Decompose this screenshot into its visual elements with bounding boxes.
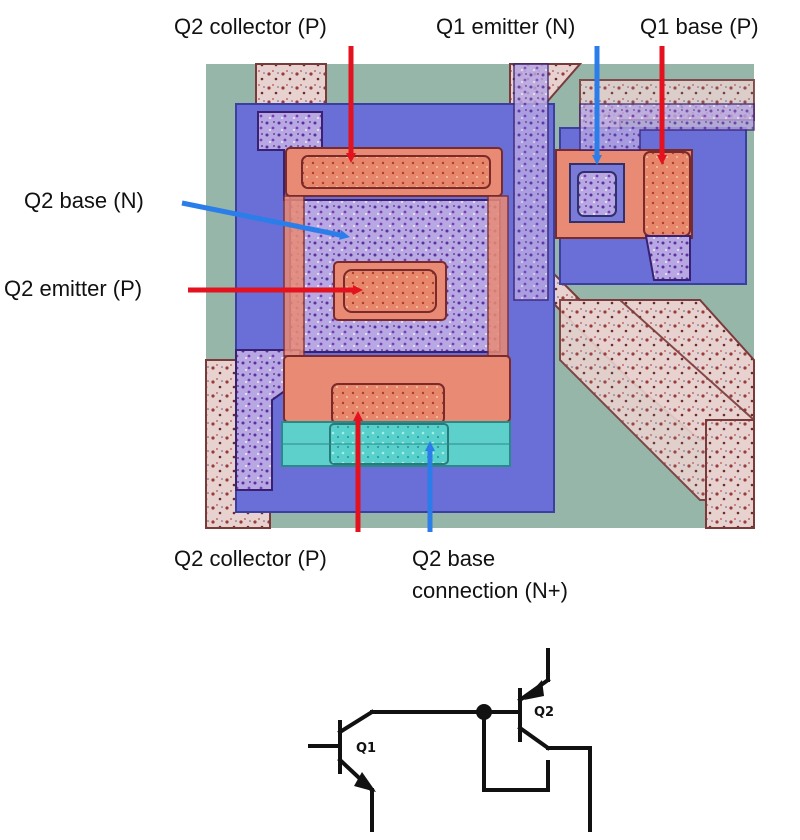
label-q1-base: Q1 base (P)	[640, 14, 759, 39]
label-q2-emitter: Q2 emitter (P)	[4, 276, 143, 301]
label-q2-base-connection-line1: Q2 base	[412, 546, 496, 571]
label-q2-base-connection-line2: connection (N+)	[412, 578, 568, 603]
arrow-q2-base	[181, 200, 350, 240]
label-q2-collector-bottom: Q2 collector (P)	[174, 546, 327, 571]
label-q2-collector-top: Q2 collector (P)	[174, 14, 327, 39]
label-q2-base: Q2 base (N)	[24, 188, 144, 213]
label-q1-emitter: Q1 emitter (N)	[436, 14, 576, 39]
